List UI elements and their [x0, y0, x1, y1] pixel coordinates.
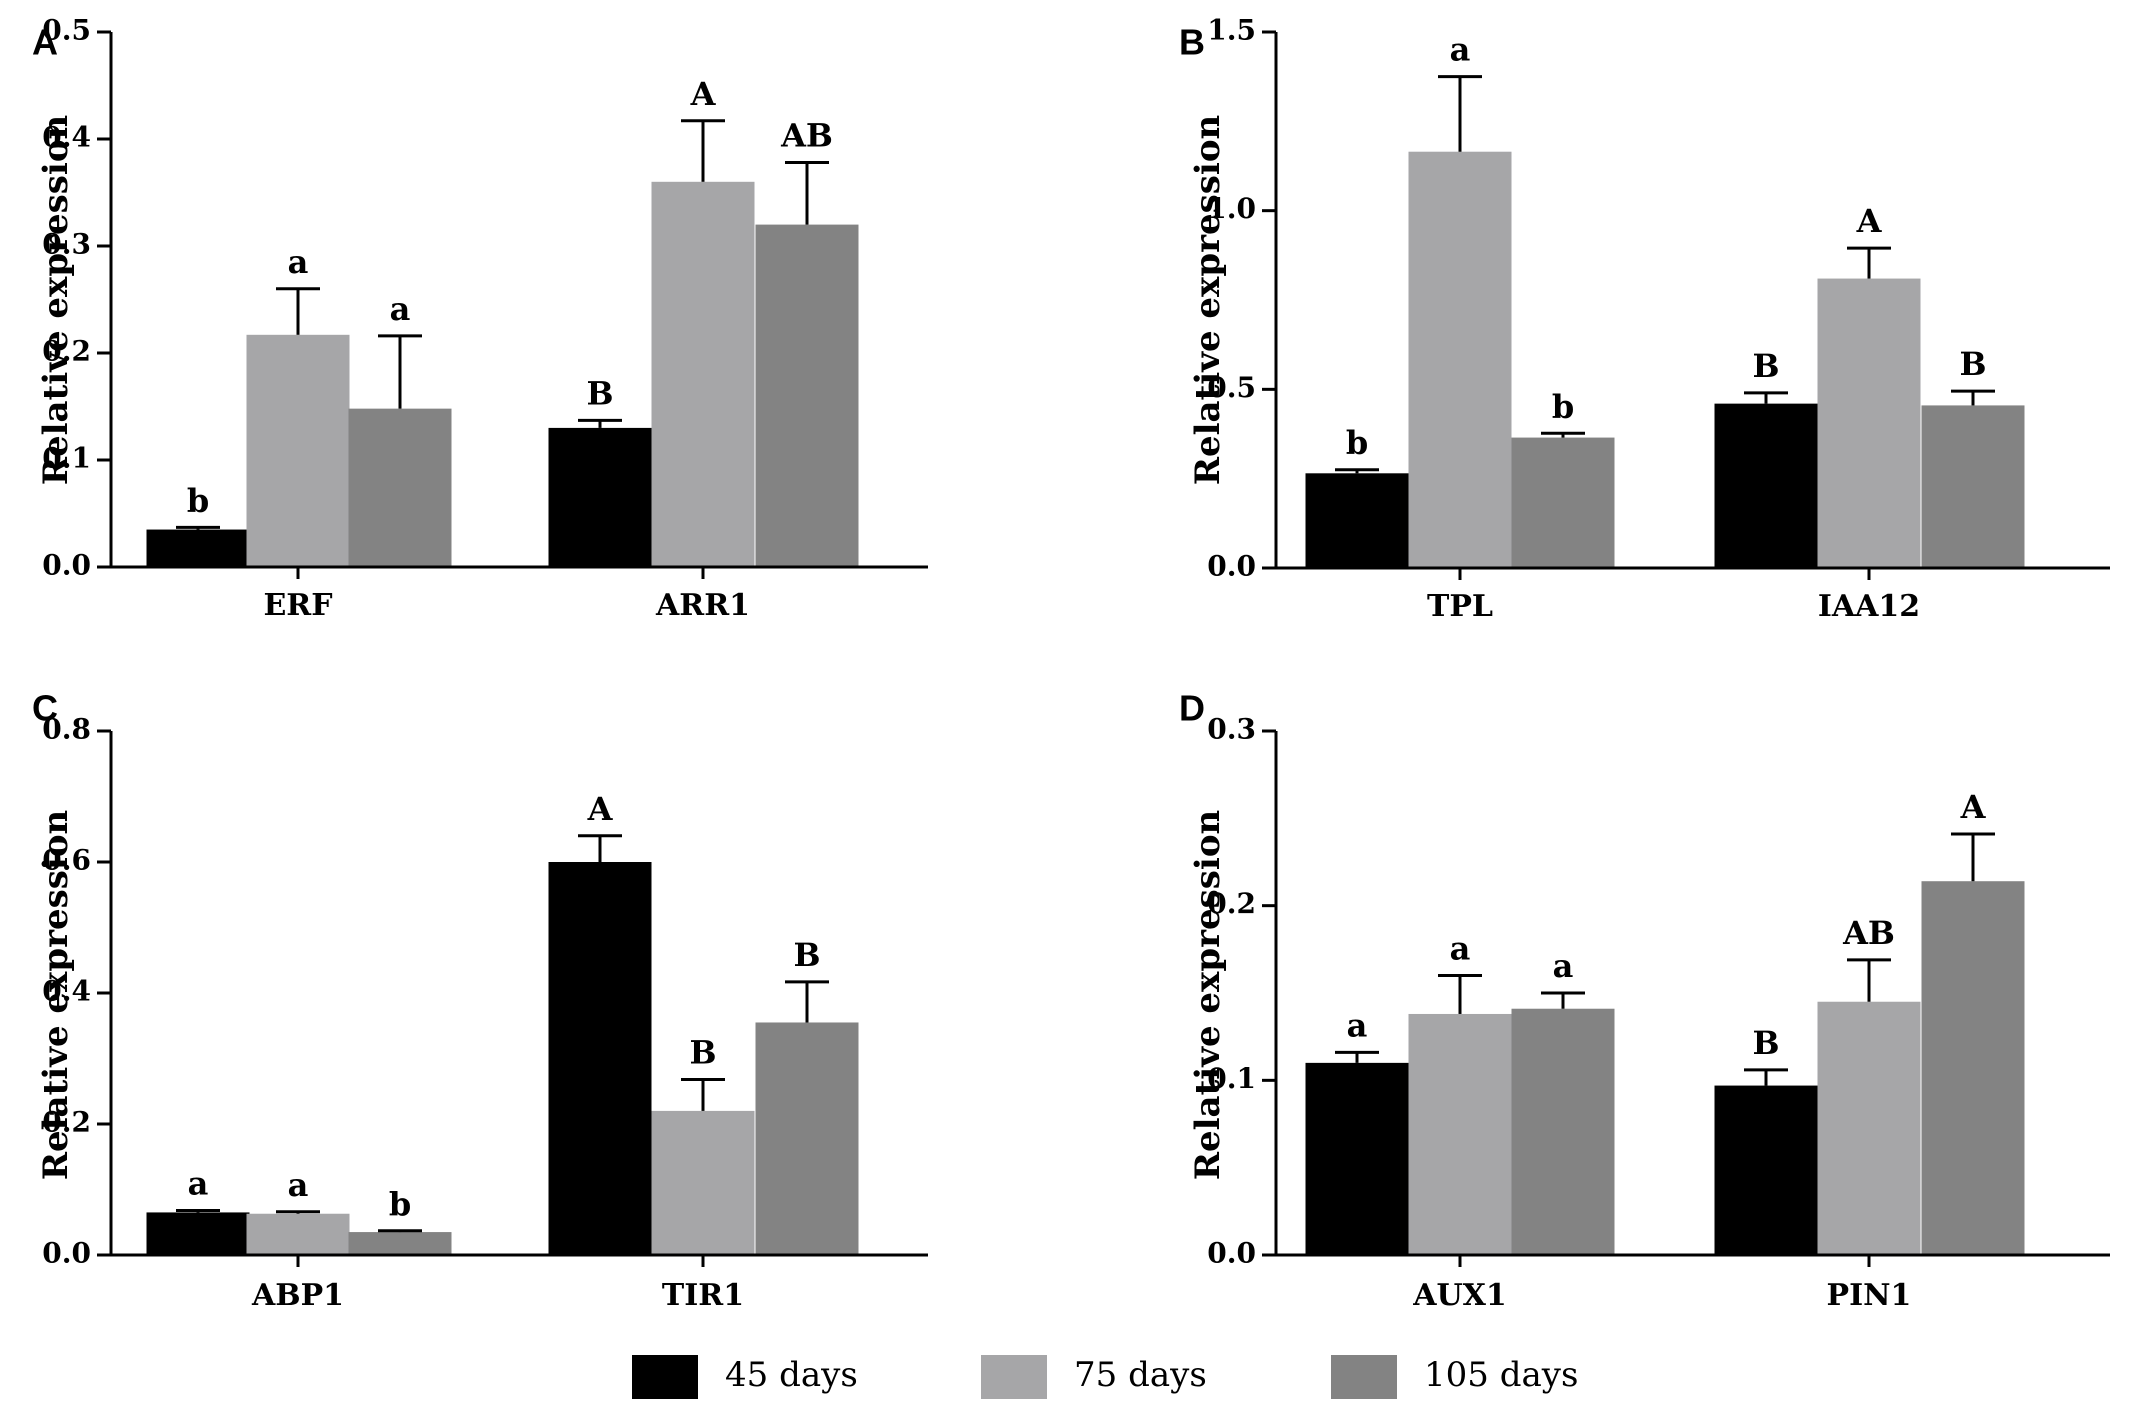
bar — [755, 1022, 859, 1255]
bar — [1714, 403, 1818, 568]
y-tick-label: 0.4 — [42, 975, 91, 1008]
legend-swatch — [1331, 1355, 1397, 1399]
y-axis-label: Relative expression — [36, 115, 76, 486]
panel-label: A — [32, 22, 58, 63]
y-tick-label: 0.2 — [42, 335, 91, 368]
chart-panel-c: Ca Aa Bb B 0.0 0.2 0.4 0.6 0.8 ABP1 TIR1 Relative e… — [32, 688, 928, 1313]
significance-letter: b — [1346, 424, 1368, 462]
bar — [651, 181, 755, 568]
legend-swatch — [632, 1355, 698, 1399]
significance-letter: A — [587, 790, 614, 828]
y-tick-label: 0.0 — [1207, 1237, 1256, 1270]
significance-letter: AB — [1842, 914, 1895, 952]
significance-letter: B — [689, 1033, 716, 1071]
panel-label: D — [1179, 688, 1205, 729]
legend-swatch — [981, 1355, 1047, 1399]
y-tick-label: 1.5 — [1207, 14, 1256, 47]
significance-letter: A — [690, 75, 717, 113]
bar — [1408, 151, 1512, 568]
y-tick-label: 0.0 — [42, 549, 91, 582]
bar — [348, 1232, 452, 1255]
y-tick-label: 0.3 — [1207, 713, 1256, 746]
significance-letter: A — [1856, 202, 1883, 240]
chart-panel-a: Ab Ba Aa AB 0.0 0.1 0.2 0.3 0.4 0.5 ERF ARR1 Relativ… — [32, 14, 928, 623]
significance-letter: AB — [780, 117, 833, 155]
y-tick-label: 0.8 — [42, 713, 91, 746]
legend-label: 105 days — [1424, 1355, 1578, 1395]
panel-label: C — [32, 688, 58, 729]
y-tick-label: 0.1 — [1207, 1062, 1256, 1095]
y-tick-label: 0.2 — [42, 1106, 91, 1139]
bar — [755, 224, 859, 567]
bar — [1921, 881, 2025, 1255]
x-tick-label: PIN1 — [1827, 1278, 1912, 1313]
bar — [146, 529, 250, 567]
bar — [146, 1212, 250, 1255]
significance-letter: a — [288, 1166, 309, 1204]
significance-letter: a — [1553, 947, 1574, 985]
y-axis-label: Relative expression — [1188, 810, 1228, 1181]
bar — [651, 1110, 755, 1255]
legend-label: 45 days — [725, 1355, 858, 1395]
x-tick-label: ABP1 — [251, 1278, 344, 1313]
bar — [1408, 1013, 1512, 1255]
significance-letter: a — [188, 1164, 209, 1202]
significance-letter: B — [793, 936, 820, 974]
panel-label: B — [1179, 22, 1205, 63]
significance-letter: a — [1450, 930, 1471, 968]
significance-letter: b — [1552, 387, 1574, 425]
bar — [246, 334, 350, 567]
y-tick-label: 0.5 — [1207, 371, 1256, 404]
significance-letter: B — [1752, 1024, 1779, 1062]
y-tick-label: 0.5 — [42, 14, 91, 47]
x-tick-label: ERF — [263, 588, 332, 623]
y-tick-label: 0.4 — [42, 121, 91, 154]
bar — [548, 427, 652, 567]
significance-letter: b — [389, 1185, 411, 1223]
y-tick-label: 0.2 — [1207, 887, 1256, 920]
significance-letter: b — [187, 481, 209, 519]
y-axis-label: Relative expression — [36, 810, 76, 1181]
significance-letter: B — [1959, 345, 1986, 383]
chart-panel-b: Bb Ba Ab B 0.0 0.5 1.0 1.5 TPL IAA12 Relative expr… — [1179, 14, 2110, 624]
significance-letter: A — [1960, 788, 1987, 826]
bar — [1817, 278, 1921, 568]
bar — [1305, 473, 1409, 568]
legend: 45 days 75 days 105 days — [632, 1355, 1578, 1399]
bar — [1921, 405, 2025, 568]
bar — [1305, 1062, 1409, 1255]
bar — [348, 408, 452, 567]
bar — [1714, 1085, 1818, 1255]
significance-letter: a — [390, 290, 411, 328]
x-tick-label: IAA12 — [1818, 589, 1920, 624]
x-tick-label: TPL — [1427, 589, 1493, 624]
significance-letter: a — [1347, 1006, 1368, 1044]
x-tick-label: ARR1 — [655, 588, 750, 623]
y-tick-label: 1.0 — [1207, 192, 1256, 225]
bar — [1817, 1001, 1921, 1255]
significance-letter: a — [1450, 31, 1471, 69]
x-tick-label: TIR1 — [662, 1278, 744, 1313]
y-axis-label: Relative expression — [1188, 115, 1228, 486]
y-tick-label: 0.0 — [42, 1237, 91, 1270]
y-tick-label: 0.6 — [42, 844, 91, 877]
bar — [246, 1213, 350, 1255]
bar — [548, 862, 652, 1255]
significance-letter: a — [288, 243, 309, 281]
bar — [1511, 437, 1615, 568]
y-tick-label: 0.0 — [1207, 550, 1256, 583]
y-tick-label: 0.1 — [42, 442, 91, 475]
legend-label: 75 days — [1074, 1355, 1207, 1395]
y-tick-label: 0.3 — [42, 228, 91, 261]
significance-letter: B — [1752, 347, 1779, 385]
x-tick-label: AUX1 — [1412, 1278, 1507, 1313]
significance-letter: B — [586, 374, 613, 412]
bar — [1511, 1008, 1615, 1255]
chart-panel-d: Da Ba AB a A 0.0 0.1 0.2 0.3 AUX1 PIN1 Relative exp… — [1179, 688, 2110, 1313]
